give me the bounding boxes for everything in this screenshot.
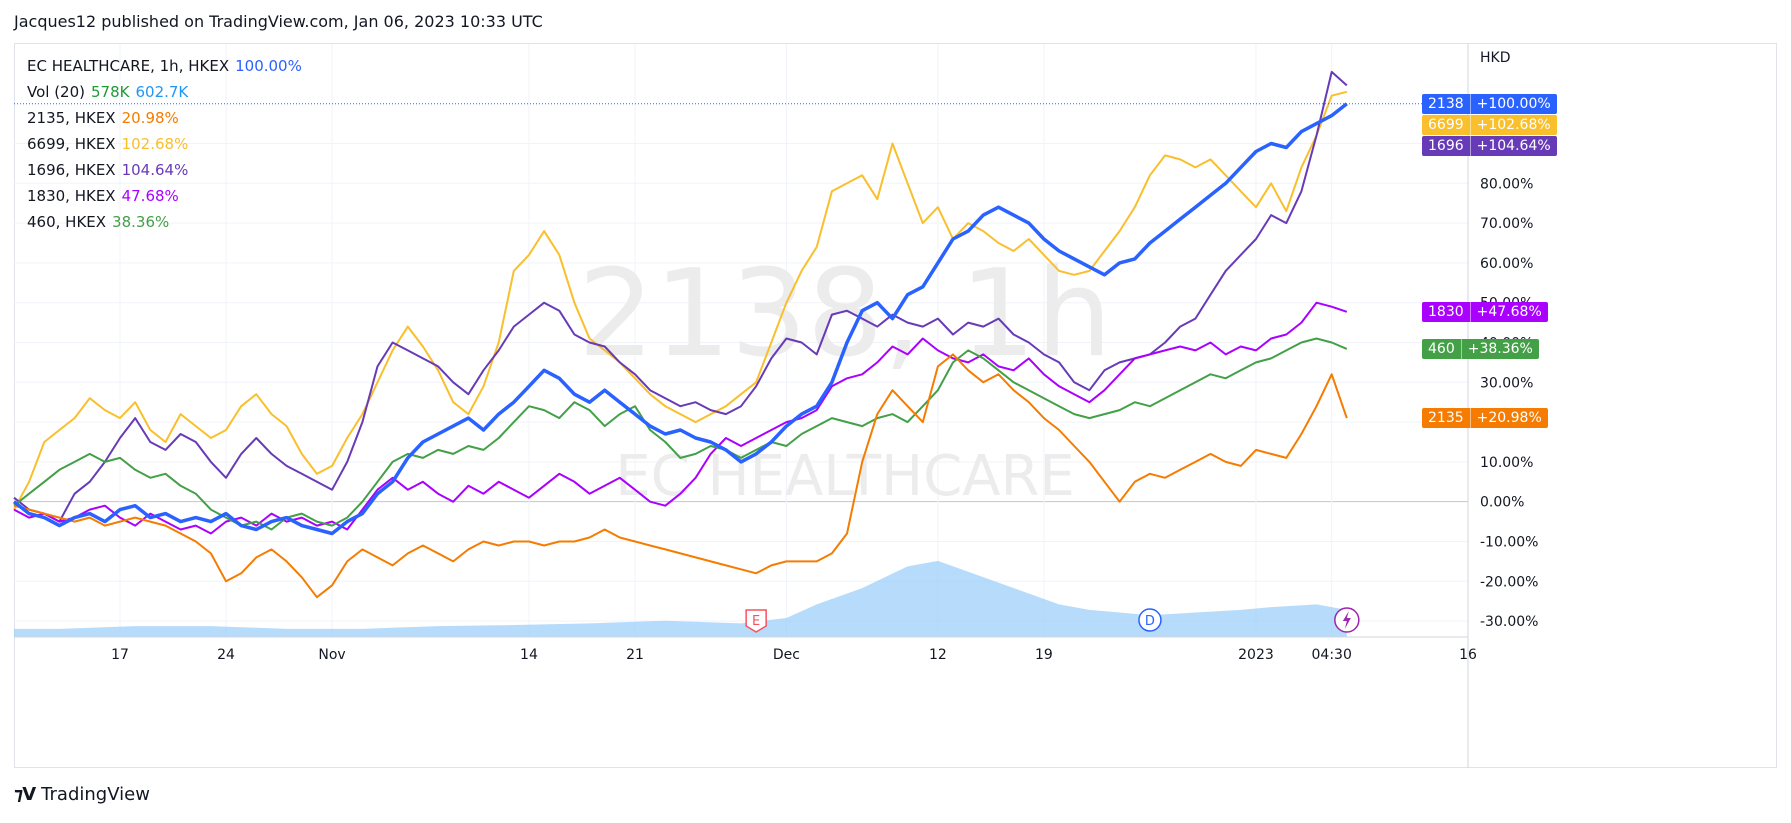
legend-row[interactable]: Vol (20) 578K 602.7K xyxy=(27,79,302,105)
y-tick-label: 80.00% xyxy=(1480,176,1533,192)
x-tick-label: Dec xyxy=(773,647,800,663)
price-tag-6699: 6699 +102.68% xyxy=(1422,114,1557,135)
x-tick-label: 14 xyxy=(520,647,538,663)
tradingview-logo-icon: ⁊V xyxy=(14,784,36,805)
x-tick-label: 17 xyxy=(111,647,129,663)
svg-text:E: E xyxy=(752,614,760,629)
price-tag-2135: 2135 +20.98% xyxy=(1422,408,1548,429)
volume-bars xyxy=(14,560,1347,637)
currency-label: HKD xyxy=(1480,50,1511,66)
chart-frame[interactable] xyxy=(14,43,1777,768)
event-marker-D: D xyxy=(1138,608,1162,632)
series-line-1696 xyxy=(13,70,1348,523)
watermark-symbol: 2138, 1h xyxy=(578,245,1112,384)
legend-row[interactable]: 460, HKEX 38.36% xyxy=(27,209,302,235)
lightning-icon xyxy=(1334,607,1360,633)
y-tick-label: -20.00% xyxy=(1480,574,1538,590)
publish-header: Jacques12 published on TradingView.com, … xyxy=(14,12,543,31)
legend-label: 6699, HKEX xyxy=(27,135,116,153)
y-tick-label: 10.00% xyxy=(1480,455,1533,471)
y-tick-label: 30.00% xyxy=(1480,375,1533,391)
legend-value: 47.68% xyxy=(121,187,179,205)
grid-lines xyxy=(14,44,1469,637)
legend-label: 1830, HKEX xyxy=(27,187,116,205)
legend-value: 100.00% xyxy=(235,57,302,75)
x-tick-label: 16 xyxy=(1459,647,1477,663)
legend-row[interactable]: 2135, HKEX 20.98% xyxy=(27,105,302,131)
volume-area xyxy=(14,560,1347,637)
price-tag-1696: 1696 +104.64% xyxy=(1422,135,1557,156)
y-tick-label: -10.00% xyxy=(1480,534,1538,550)
x-tick-label: 04:30 xyxy=(1312,647,1352,663)
x-tick-label: 19 xyxy=(1035,647,1053,663)
legend-label: Vol (20) xyxy=(27,83,86,101)
legend-value: 20.98% xyxy=(121,109,179,127)
series-lines xyxy=(12,70,1468,599)
legend-value: 38.36% xyxy=(112,213,170,231)
svg-text:D: D xyxy=(1145,614,1155,629)
legend-label: 1696, HKEX xyxy=(27,161,116,179)
legend: EC HEALTHCARE, 1h, HKEX 100.00% Vol (20) 57… xyxy=(27,53,302,235)
y-tick-label: 70.00% xyxy=(1480,216,1533,232)
x-tick-label: 24 xyxy=(217,647,235,663)
y-tick-label: -30.00% xyxy=(1480,614,1538,630)
event-marker-E: E xyxy=(745,609,767,633)
x-tick-label: 12 xyxy=(929,647,947,663)
legend-row[interactable]: EC HEALTHCARE, 1h, HKEX 100.00% xyxy=(27,53,302,79)
price-tag-1830: 1830 +47.68% xyxy=(1422,301,1548,322)
y-tick-label: 0.00% xyxy=(1480,495,1524,511)
y-tick-label: 60.00% xyxy=(1480,256,1533,272)
watermark-name: EC HEALTHCARE xyxy=(615,444,1075,509)
legend-label: 460, HKEX xyxy=(27,213,107,231)
watermark: 2138, 1h EC HEALTHCARE xyxy=(578,245,1112,509)
series-line-2138 xyxy=(12,102,1348,536)
legend-value: 104.64% xyxy=(121,161,189,179)
footer[interactable]: ⁊V TradingView xyxy=(14,784,150,805)
legend-row[interactable]: 1830, HKEX 47.68% xyxy=(27,183,302,209)
x-tick-label: 21 xyxy=(626,647,644,663)
series-line-1830 xyxy=(13,301,1348,535)
footer-brand: TradingView xyxy=(41,784,150,805)
legend-row[interactable]: 1696, HKEX 104.64% xyxy=(27,157,302,183)
legend-label: EC HEALTHCARE, 1h, HKEX xyxy=(27,57,230,75)
legend-label: 2135, HKEX xyxy=(27,109,116,127)
price-tag-2138: 2138 +100.00% xyxy=(1422,93,1557,114)
series-line-2135 xyxy=(13,353,1348,599)
x-tick-label: Nov xyxy=(318,647,345,663)
legend-value: 578K xyxy=(91,83,130,101)
legend-value: 102.68% xyxy=(121,135,189,153)
legend-row[interactable]: 6699, HKEX 102.68% xyxy=(27,131,302,157)
legend-value: 602.7K xyxy=(135,83,189,101)
price-tag-460: 460 +38.36% xyxy=(1422,338,1539,359)
series-line-6699 xyxy=(13,90,1348,511)
x-tick-label: 2023 xyxy=(1238,647,1274,663)
